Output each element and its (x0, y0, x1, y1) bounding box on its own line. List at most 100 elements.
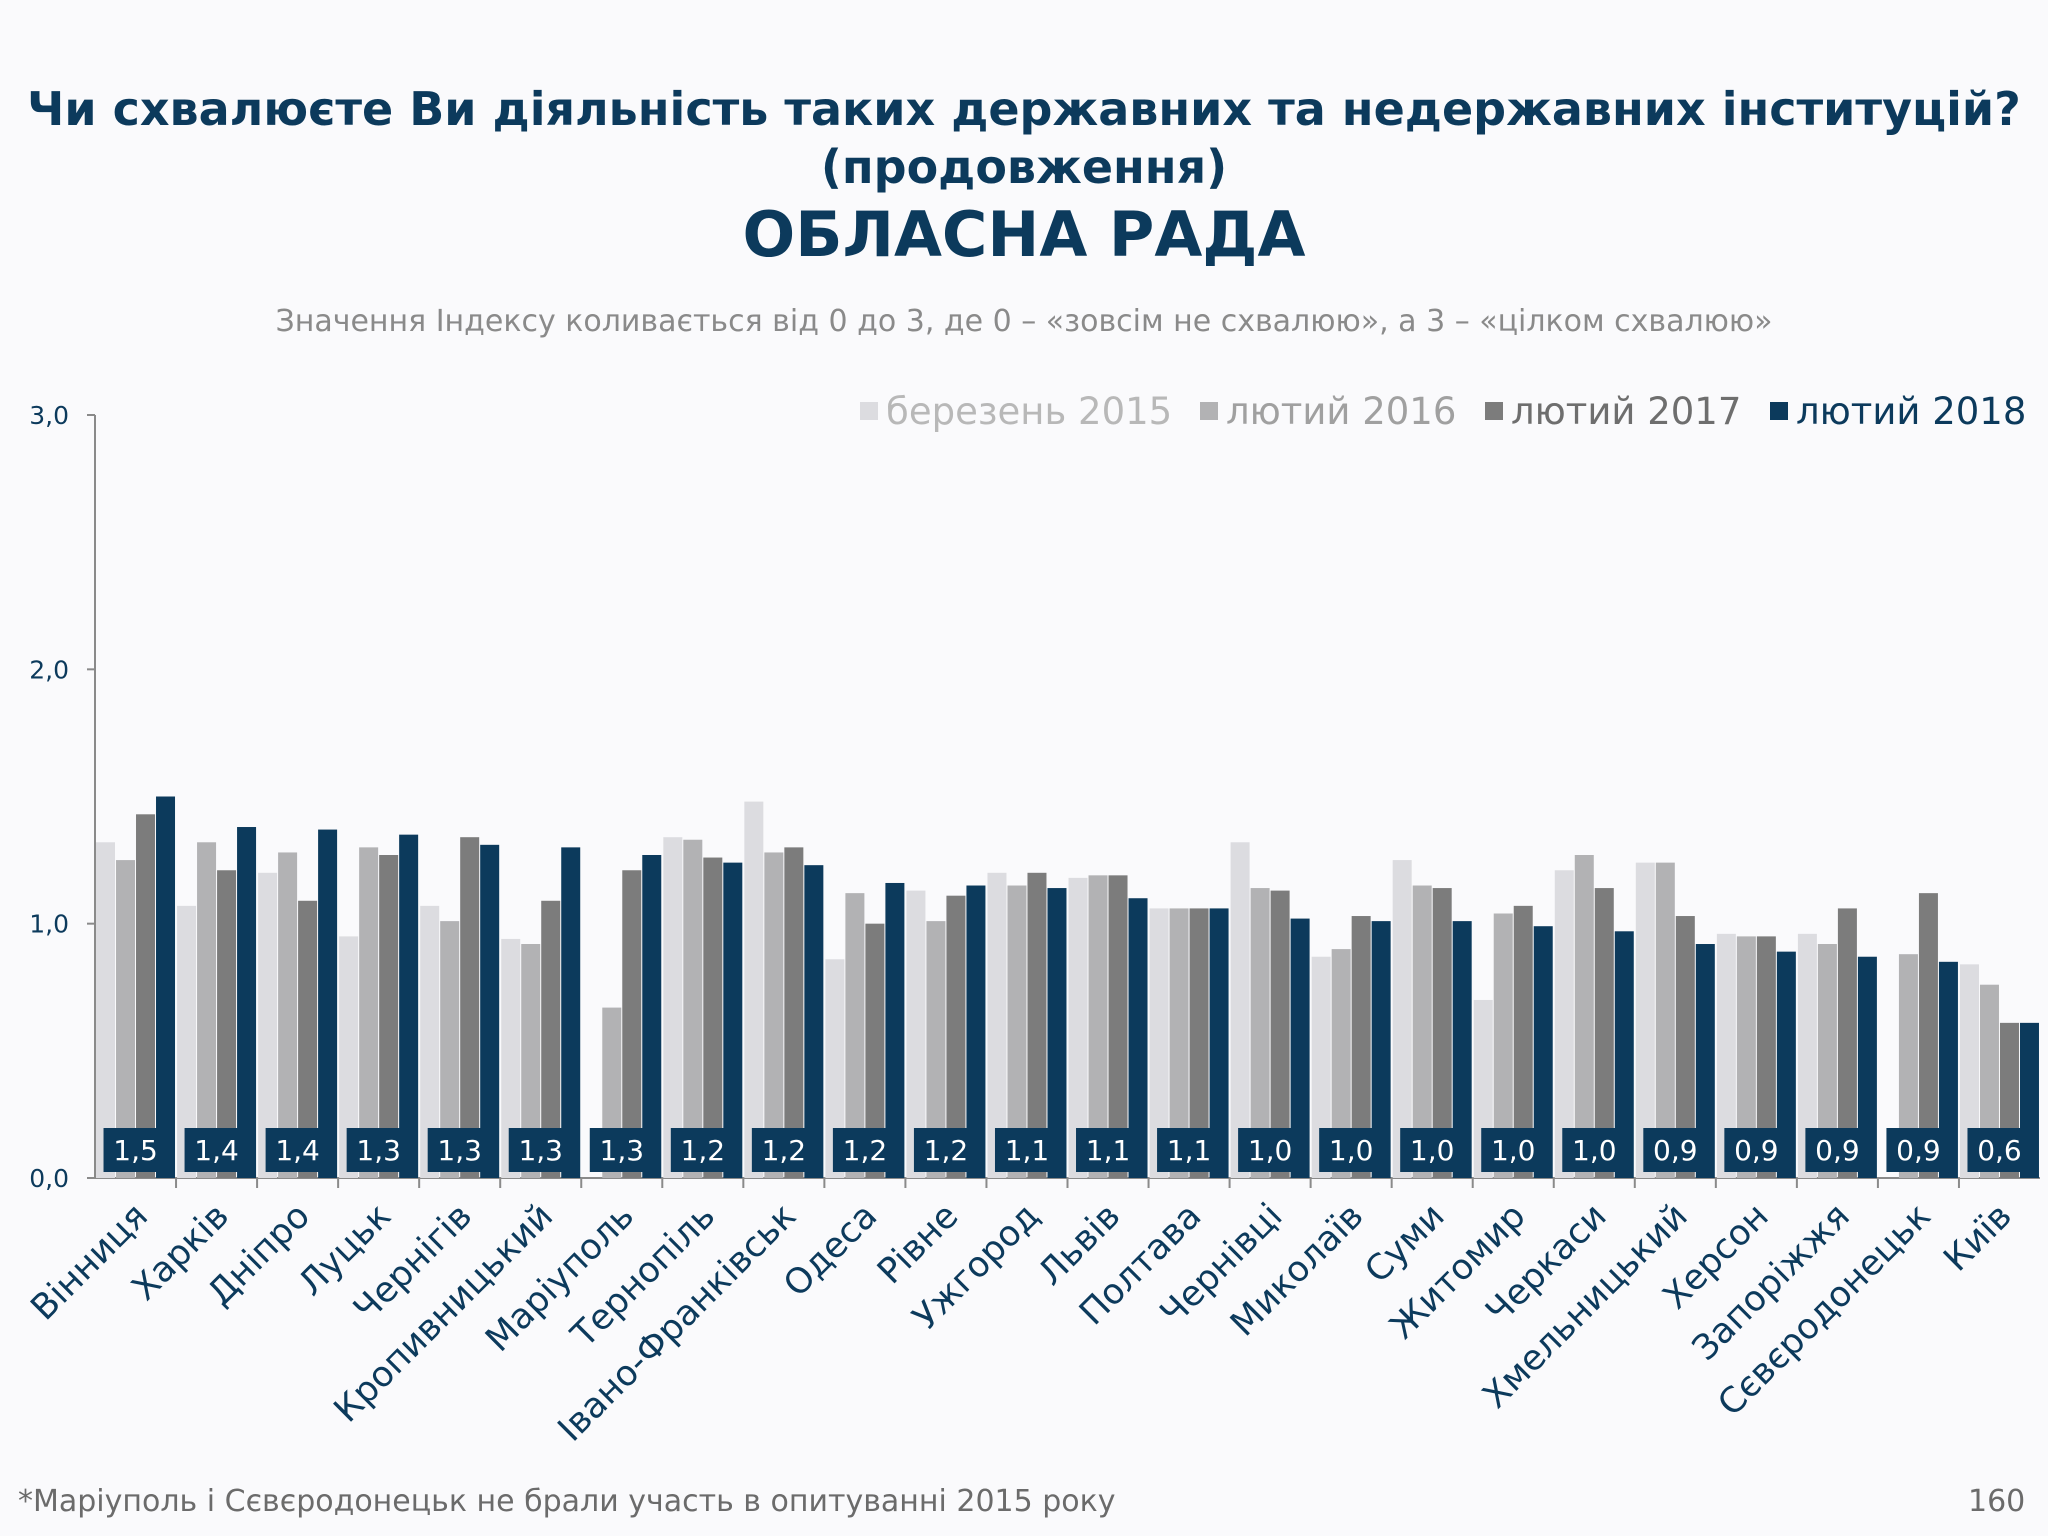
data-label: 1,0 (1248, 1134, 1293, 1167)
data-label-badge (1157, 1128, 1222, 1172)
chart-legend: березень 2015 лютий 2016 лютий 2017 лютий 2… (860, 390, 2026, 433)
bar (298, 900, 318, 1178)
bar (1635, 862, 1655, 1178)
bar (1108, 875, 1128, 1178)
bar (865, 923, 885, 1178)
chart-data-labels: 1,5 1,4 1,4 1,3 1,3 1,3 1,3 1,2 1,2 1,2 1,2 1,1 1,1 1… (103, 1128, 2032, 1172)
legend-swatch (1485, 402, 1503, 420)
bar (521, 944, 541, 1178)
bar (339, 936, 359, 1178)
bar (1533, 926, 1553, 1178)
data-label-badge (1805, 1128, 1870, 1172)
data-label-badge (427, 1128, 492, 1172)
bar (926, 921, 946, 1178)
data-label-badge (1238, 1128, 1303, 1172)
legend-label: лютий 2017 (1511, 390, 1741, 433)
bar (1817, 944, 1837, 1178)
bar (804, 865, 824, 1178)
bar (177, 905, 197, 1178)
bar (420, 905, 440, 1178)
bar (1392, 860, 1412, 1178)
data-label: 1,2 (762, 1134, 807, 1167)
bar (885, 882, 905, 1178)
data-label-badge (1967, 1128, 2032, 1172)
data-label: 0,6 (1977, 1134, 2022, 1167)
bar (541, 900, 561, 1178)
legend-label: лютий 2018 (1796, 390, 2026, 433)
bar (1270, 890, 1290, 1178)
data-label: 1,1 (1167, 1134, 1212, 1167)
bar (703, 857, 723, 1178)
bar (217, 870, 237, 1178)
data-label-badge (1319, 1128, 1384, 1172)
data-label: 1,4 (275, 1134, 320, 1167)
bar (1675, 916, 1695, 1178)
data-label: 1,1 (1086, 1134, 1131, 1167)
bar (460, 837, 480, 1178)
data-label-badge (1076, 1128, 1141, 1172)
bar (1128, 898, 1148, 1178)
legend-swatch (1770, 402, 1788, 420)
bar (683, 839, 703, 1178)
data-label: 1,2 (681, 1134, 726, 1167)
data-label-badge (1643, 1128, 1708, 1172)
title-line-2: (продовження) (820, 140, 1228, 194)
bar (1574, 854, 1594, 1178)
bar (96, 842, 116, 1178)
bar (1614, 931, 1634, 1178)
bar (1027, 872, 1047, 1178)
data-label: 1,3 (518, 1134, 563, 1167)
category-label: Вінниця (24, 1196, 156, 1328)
bar (1695, 944, 1715, 1178)
chart-category-labels: ВінницяХарківДніпроЛуцькЧернігівКропивни… (24, 1196, 2020, 1450)
y-tick-label: 1,0 (29, 910, 69, 939)
bar (825, 959, 845, 1178)
page-number: 160 (1968, 1484, 2026, 1519)
bar (784, 847, 804, 1178)
bar (845, 893, 865, 1178)
bar (723, 862, 743, 1178)
legend-label: лютий 2016 (1226, 390, 1456, 433)
data-label: 1,1 (1005, 1134, 1050, 1167)
bar (1412, 885, 1432, 1178)
bar (1493, 913, 1513, 1178)
legend-swatch (860, 402, 878, 420)
bar (1452, 921, 1472, 1178)
data-label: 1,4 (194, 1134, 239, 1167)
data-label: 1,2 (924, 1134, 969, 1167)
data-label: 1,3 (356, 1134, 401, 1167)
bar (359, 847, 379, 1178)
index-range-note: Значення Індексу коливається від 0 до 3,… (275, 304, 1773, 339)
bar (1594, 888, 1614, 1178)
bar (1554, 870, 1574, 1178)
chart-axes: 0,0 1,0 2,0 3,0 (29, 401, 2040, 1193)
data-label-badge (1724, 1128, 1789, 1172)
bar (480, 844, 500, 1178)
data-label-badge (103, 1128, 168, 1172)
data-label: 0,9 (1896, 1134, 1941, 1167)
data-label: 1,0 (1491, 1134, 1536, 1167)
bar (1857, 956, 1877, 1178)
data-label: 1,0 (1329, 1134, 1374, 1167)
data-label-badge (265, 1128, 330, 1172)
bar (1959, 964, 1979, 1178)
data-label-badge (670, 1128, 735, 1172)
bar (399, 834, 419, 1178)
bar (1918, 893, 1938, 1178)
bar (1432, 888, 1452, 1178)
data-label-badge (1481, 1128, 1546, 1172)
bar (501, 938, 521, 1178)
data-label-badge (1400, 1128, 1465, 1172)
bar (1898, 954, 1918, 1178)
y-tick-label: 2,0 (29, 655, 69, 684)
footnote: *Маріуполь і Сєвєродонецьк не брали учас… (18, 1484, 1116, 1519)
bar (966, 885, 986, 1178)
data-label-badge (184, 1128, 249, 1172)
bar (1209, 908, 1229, 1178)
data-label: 1,3 (437, 1134, 482, 1167)
bar (1736, 936, 1756, 1178)
bar (136, 814, 156, 1178)
bar (987, 872, 1007, 1178)
data-label-badge (1886, 1128, 1951, 1172)
